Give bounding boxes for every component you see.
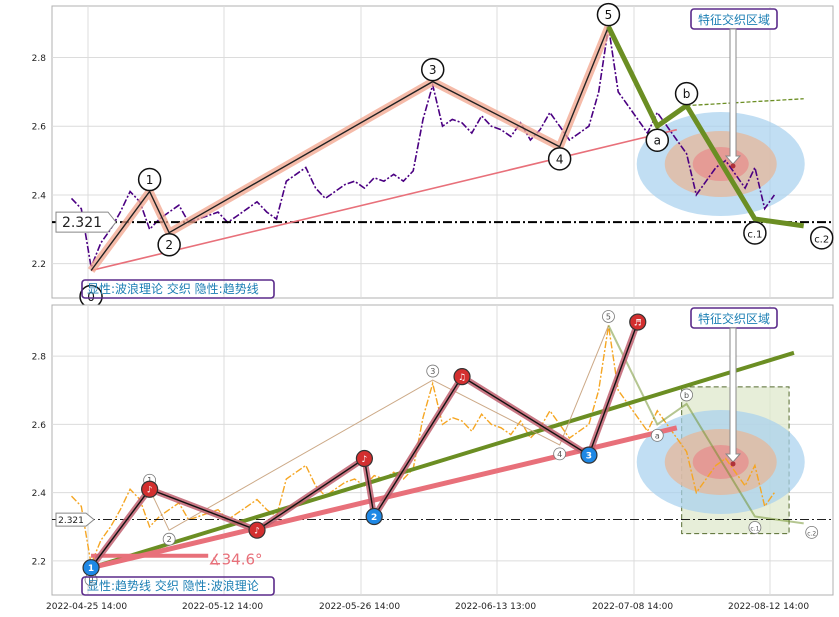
trend-line [90,128,677,272]
trend-marker [629,313,647,331]
wave-label: a [654,134,661,148]
trend-marker [580,446,598,464]
trend-marker [82,559,100,577]
trend-marker-label: ♫ [458,373,466,383]
wave-label-circle [420,57,445,82]
x-tick-label: 2022-05-12 14:00 [182,602,263,612]
y-tick-label: 2.6 [32,421,47,431]
wave-label: c.1 [747,229,762,240]
wave-label: 0 [89,576,94,585]
trend-marker [141,480,159,498]
bottom-panel: 2.22.42.62.82.321∡34.6°012345abc.1c.21♪♪… [32,304,834,596]
wave-label: c.2 [807,530,816,537]
wave-label-circle [645,128,670,152]
wave-label: c.1 [750,526,759,533]
wave-label-circle [547,147,572,171]
wave-label-circle [748,521,762,534]
annotation-arrow [724,28,742,165]
wave-label: 1 [146,173,154,187]
target-dot [730,163,736,169]
wave-label-circle [674,81,699,106]
panel-label-box [81,279,275,299]
level-callout [55,211,117,233]
trend-marker-label: 3 [586,452,592,462]
y-tick-label: 2.6 [32,123,47,133]
wave-label: b [683,87,691,101]
wave-label: 4 [557,450,562,459]
panel-label: 显性:波浪理论 交织 隐性:趋势线 [87,281,259,296]
wave-label-circle [809,226,834,250]
wave-label: b [684,391,689,400]
wave-label-circle [162,532,176,546]
wave-label: 5 [605,8,613,22]
price-series-line [70,325,775,567]
wave-label-circle [137,167,162,192]
trend-marker-label: ♬ [634,319,642,329]
wave-label: 0 [87,290,95,304]
panel-label-box [81,576,275,596]
level-label: 2.321 [58,516,84,526]
level-callout [55,512,95,527]
wave-label-circle [650,429,664,442]
annotation-text: 特征交织区域 [698,12,770,27]
top-panel: 2.2 2.4 2.6 2.8 2.321 0 1 2 3 4 5 a b c.1 c.2 特征交织区域显性:… [32,2,834,309]
level-label: 2.321 [62,215,102,231]
wave-label: 3 [429,63,437,77]
wave-label: 2 [165,238,173,252]
x-tick-label: 2022-04-25 14:00 [46,602,127,612]
trend-marker-label: 2 [371,513,377,523]
wave-label: a [655,431,660,440]
trend-marker [355,449,373,468]
wave-label: 4 [556,152,564,166]
x-tick-label: 2022-06-13 13:00 [455,602,536,612]
y-tick-label: 2.2 [32,260,46,270]
wave-label-circle [596,2,621,27]
wave-label: c.2 [814,234,829,245]
y-tick-label: 2.8 [32,353,47,363]
x-axis: 2022-04-25 14:00 2022-05-12 14:00 2022-05-… [46,602,809,612]
panel-label: 显性:趋势线 交织 隐性:波浪理论 [87,578,259,593]
wave-label: 5 [606,312,611,321]
wave-label: 2 [167,535,172,544]
wave-label-circle [602,310,615,323]
trend-marker-label: 1 [88,564,94,574]
wave-label-circle [680,388,693,402]
x-tick-label: 2022-08-12 14:00 [728,602,809,612]
y-tick-label: 2.2 [32,557,46,567]
x-tick-label: 2022-07-08 14:00 [592,602,673,612]
annotation-text: 特征交织区域 [698,311,770,326]
y-tick-label: 2.8 [32,54,47,64]
wave-label: 3 [430,367,435,376]
wave-label-circle [553,447,567,461]
projection-line [686,98,804,107]
y-tick-label: 2.4 [32,191,47,201]
trend-zigzag [90,321,639,569]
annotation-arrow [724,327,742,463]
trend-marker [365,507,383,526]
correction-path [607,325,804,525]
angle-label: ∡34.6° [208,551,262,569]
y-tick-label: 2.4 [32,489,47,499]
trend-marker-label: ♪ [362,455,368,465]
target-dot [730,461,736,467]
trend-marker-label: ♪ [147,486,153,496]
trend-upper-line [90,350,795,570]
wave-label-circle [426,364,440,378]
wave-label-circle [805,525,819,539]
trend-marker [453,368,471,386]
wave-path [90,26,610,271]
trend-marker [248,521,266,539]
x-tick-label: 2022-05-26 14:00 [319,602,400,612]
wave-label-circle [157,232,181,257]
wave-label-circle [743,221,767,245]
correction-path [606,25,805,229]
trend-marker-label: ♪ [254,527,260,537]
